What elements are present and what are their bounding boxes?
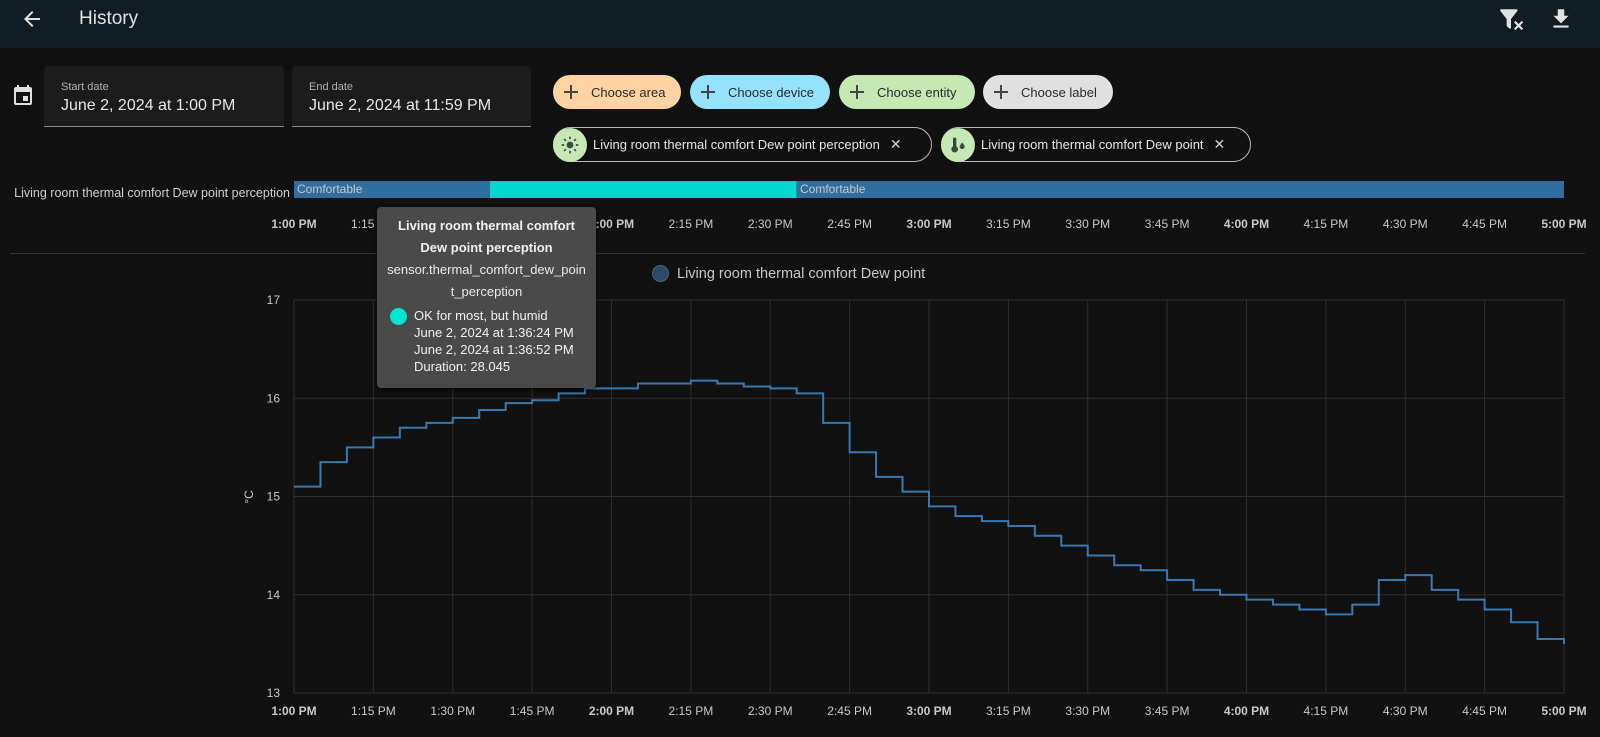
calendar-icon[interactable] xyxy=(11,84,35,108)
dew-point-line-chart: 13 14 15 16 17 °C 1:00 PM 1:15 PM 1:30 PM 1:45 … xyxy=(242,293,1587,718)
legend-dot xyxy=(652,265,669,282)
timeline-x-tick-label: 3:00 PM xyxy=(906,217,951,231)
x-tick-label: 3:15 PM xyxy=(986,704,1031,718)
timeline-x-tick-label: 2:15 PM xyxy=(669,217,714,231)
timeline-x-tick-label: 2:30 PM xyxy=(748,217,793,231)
x-tick-label: 4:30 PM xyxy=(1383,704,1428,718)
app-toolbar: History xyxy=(0,0,1600,48)
choose-device-button[interactable]: Choose device xyxy=(690,75,830,109)
timeline-segment[interactable] xyxy=(294,181,490,198)
y-tick-label: 15 xyxy=(267,490,281,504)
series-line-dew-point[interactable] xyxy=(294,379,1565,644)
entity-chip-dew-point-perception[interactable]: Living room thermal comfort Dew point pe… xyxy=(553,127,932,162)
x-tick-label: 4:45 PM xyxy=(1462,704,1507,718)
x-tick-label: 4:00 PM xyxy=(1224,704,1269,718)
state-color-dot xyxy=(390,308,407,325)
timeline-state-label: Comfortable xyxy=(800,182,866,196)
tooltip-entity-id: sensor.thermal_comfort_dew_point_percept… xyxy=(387,262,586,299)
timeline-x-tick-label: 1:00 PM xyxy=(271,217,316,231)
y-tick-label: 14 xyxy=(267,588,281,602)
x-tick-label: 3:45 PM xyxy=(1145,704,1190,718)
plus-icon xyxy=(850,85,864,99)
close-icon[interactable]: ✕ xyxy=(889,136,902,152)
choose-entity-label: Choose entity xyxy=(877,84,957,100)
timeline-x-tick-label: 4:45 PM xyxy=(1462,217,1507,231)
tooltip-duration: Duration: 28.045 xyxy=(414,359,511,374)
choose-device-label: Choose device xyxy=(728,84,814,100)
plus-icon xyxy=(564,85,578,99)
choose-label-label: Choose label xyxy=(1021,84,1097,100)
choose-area-button[interactable]: Choose area xyxy=(553,75,681,109)
timeline-tooltip: Living room thermal comfort Dew point pe… xyxy=(377,207,596,388)
thermometer-water-icon xyxy=(941,127,975,162)
x-tick-label: 2:30 PM xyxy=(748,704,793,718)
timeline-x-tick-label: 4:00 PM xyxy=(1224,217,1269,231)
filter-remove-icon[interactable] xyxy=(1498,6,1524,32)
end-date-field[interactable]: End date June 2, 2024 at 11:59 PM xyxy=(292,66,531,127)
timeline-x-tick-label: 3:15 PM xyxy=(986,217,1031,231)
tooltip-state: OK for most, but humid xyxy=(414,308,548,323)
timeline-x-tick-label: 2:00 PM xyxy=(589,217,634,231)
timeline-segment[interactable] xyxy=(796,181,1564,198)
tooltip-state-row: OK for most, but humid June 2, 2024 at 1… xyxy=(387,307,586,375)
timeline-x-tick-label: 2:45 PM xyxy=(827,217,872,231)
entity-chip-label: Living room thermal comfort Dew point xyxy=(981,137,1204,152)
tooltip-end: June 2, 2024 at 1:36:52 PM xyxy=(414,342,574,357)
download-icon[interactable] xyxy=(1548,6,1574,32)
choose-label-button[interactable]: Choose label xyxy=(983,75,1113,109)
legend-label: Living room thermal comfort Dew point xyxy=(677,265,926,282)
x-tick-label: 2:45 PM xyxy=(827,704,872,718)
x-tick-label: 5:00 PM xyxy=(1541,704,1586,718)
close-icon[interactable]: ✕ xyxy=(1213,136,1226,152)
timeline-x-tick-label: 3:30 PM xyxy=(1065,217,1110,231)
x-tick-label: 1:15 PM xyxy=(351,704,396,718)
thermometer-sun-icon xyxy=(553,127,587,162)
timeline-x-tick-label: 4:30 PM xyxy=(1383,217,1428,231)
tooltip-title: Living room thermal comfort Dew point pe… xyxy=(398,218,575,255)
timeline-state-label: Comfortable xyxy=(297,182,363,196)
y-tick-label: 16 xyxy=(267,391,281,405)
start-date-value: June 2, 2024 at 1:00 PM xyxy=(61,97,236,114)
timeline-x-tick-label: 4:15 PM xyxy=(1304,217,1349,231)
timeline-entity-label: Living room thermal comfort Dew point pe… xyxy=(14,186,290,200)
y-tick-label: 17 xyxy=(267,293,281,307)
x-tick-label: 2:00 PM xyxy=(589,704,634,718)
timeline-x-tick-label: 5:00 PM xyxy=(1541,217,1586,231)
end-date-label: End date xyxy=(309,81,354,93)
chart-legend-item[interactable]: Living room thermal comfort Dew point xyxy=(652,265,925,282)
y-axis-label: °C xyxy=(242,490,256,504)
x-tick-label: 4:15 PM xyxy=(1304,704,1349,718)
plus-icon xyxy=(701,85,715,99)
timeline-segment[interactable] xyxy=(489,181,797,198)
x-tick-label: 3:00 PM xyxy=(906,704,951,718)
start-date-label: Start date xyxy=(61,81,109,93)
x-tick-label: 1:30 PM xyxy=(430,704,475,718)
y-tick-label: 13 xyxy=(267,686,281,700)
back-arrow-icon[interactable] xyxy=(20,7,44,31)
x-tick-label: 1:45 PM xyxy=(510,704,555,718)
page-title: History xyxy=(79,8,139,29)
timeline-x-tick-label: 3:45 PM xyxy=(1145,217,1190,231)
entity-chip-label: Living room thermal comfort Dew point pe… xyxy=(593,137,880,152)
end-date-value: June 2, 2024 at 11:59 PM xyxy=(309,97,492,114)
x-tick-label: 2:15 PM xyxy=(669,704,714,718)
start-date-field[interactable]: Start date June 2, 2024 at 1:00 PM xyxy=(44,66,284,127)
choose-entity-button[interactable]: Choose entity xyxy=(839,75,975,109)
x-tick-label: 3:30 PM xyxy=(1065,704,1110,718)
tooltip-start: June 2, 2024 at 1:36:24 PM xyxy=(414,325,574,340)
x-tick-label: 1:00 PM xyxy=(271,704,316,718)
entity-chip-dew-point[interactable]: Living room thermal comfort Dew point ✕ xyxy=(941,127,1251,162)
choose-area-label: Choose area xyxy=(591,84,666,100)
divider xyxy=(10,253,1585,254)
plus-icon xyxy=(994,85,1008,99)
timeline-chart: Comfortable Comfortable 1:00 PM1:15 PM1:… xyxy=(271,181,1587,231)
